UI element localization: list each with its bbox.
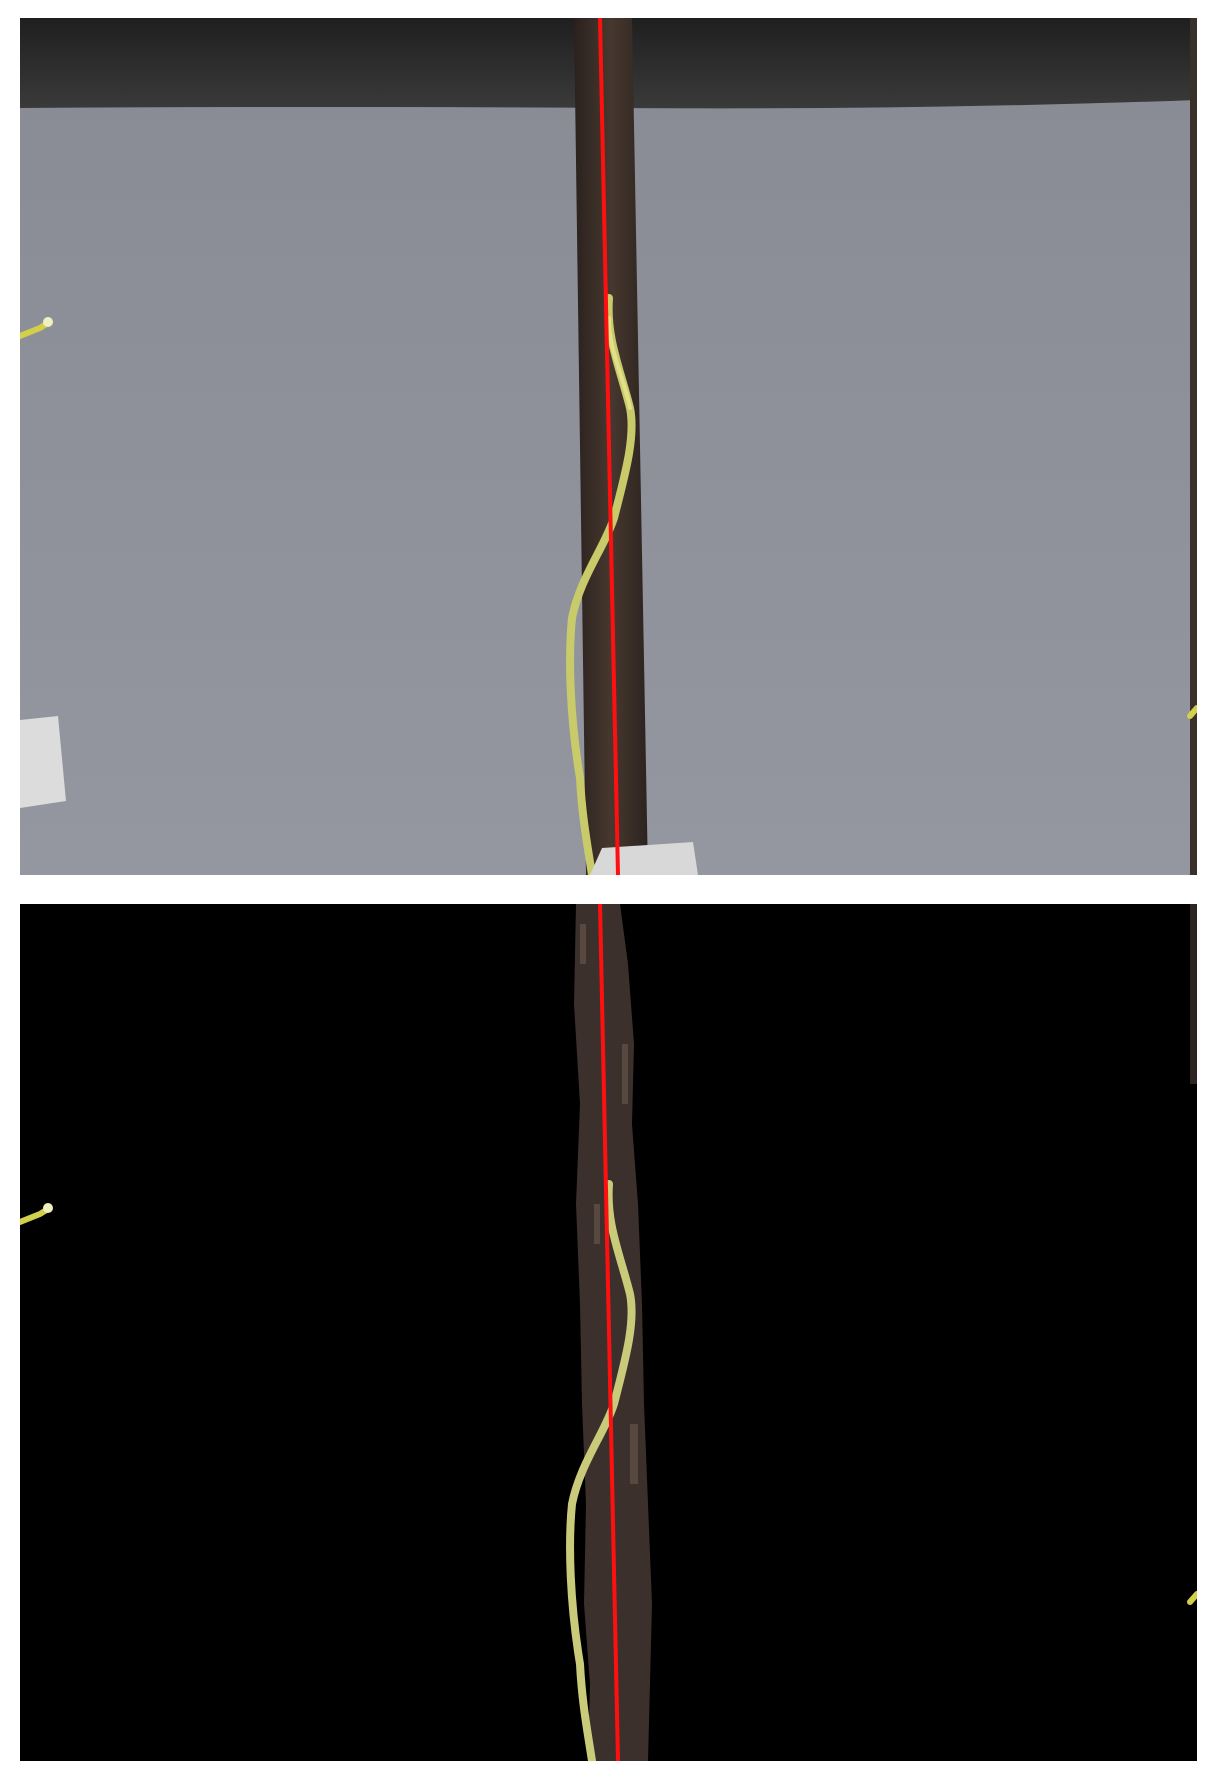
right-edge-pole [1190, 18, 1197, 875]
left-card [20, 716, 66, 808]
segmented-right-seedling [1187, 1591, 1197, 1605]
segmented-axis-line [598, 904, 620, 1761]
original-photo [20, 18, 1197, 875]
segmented-mask [20, 904, 1197, 1761]
axis-line [598, 18, 620, 875]
right-edge-fragment [1190, 904, 1197, 1084]
plant-stem-highlight [606, 316, 632, 410]
segmented-pole-noise [580, 924, 638, 1484]
segmented-plant-stem [566, 1180, 636, 1761]
left-seedling-tip [43, 317, 53, 327]
original-photo-panel [20, 18, 1197, 875]
segmented-pole [574, 904, 652, 1761]
right-seedling [1187, 705, 1197, 719]
segmented-mask-panel [20, 904, 1197, 1761]
segmented-left-seedling-tip [43, 1203, 53, 1213]
